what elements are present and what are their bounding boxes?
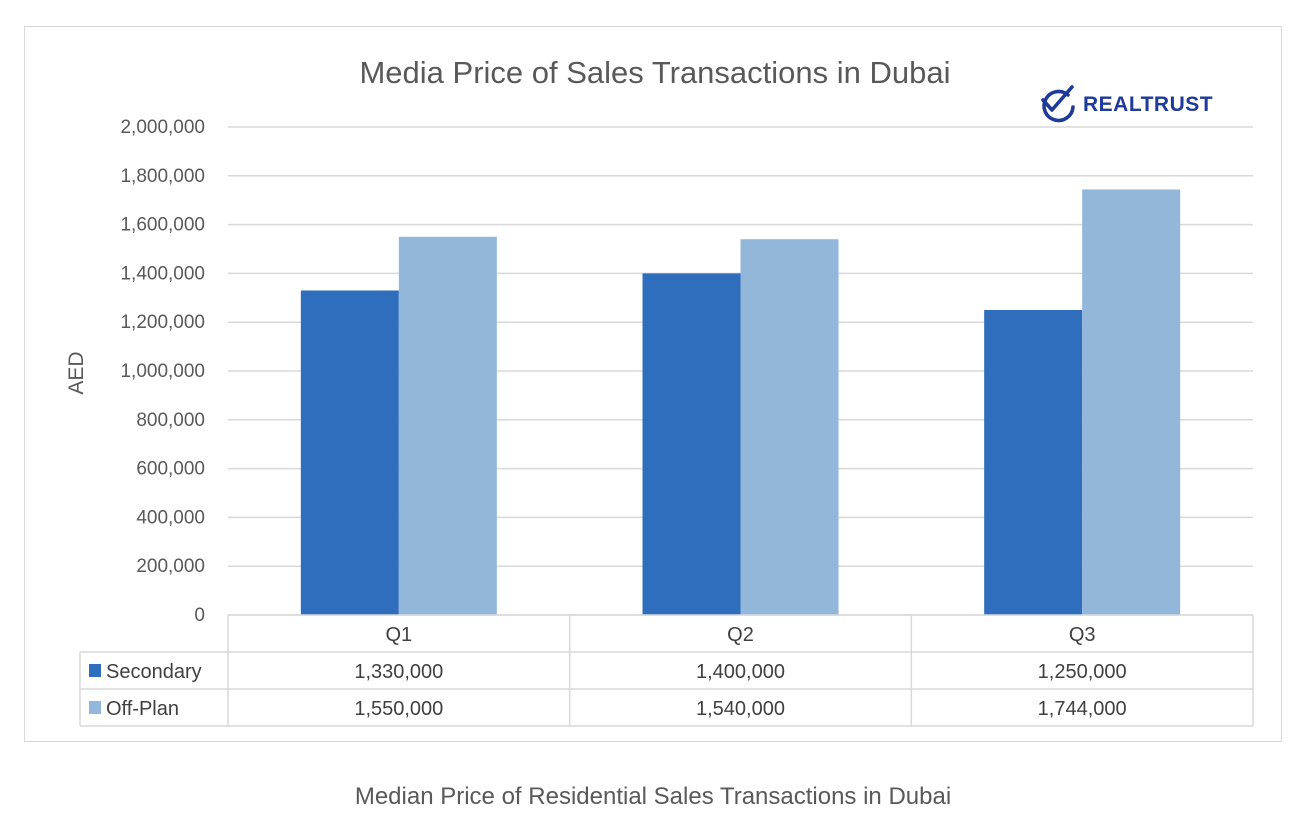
table-cell: 1,250,000: [1038, 661, 1127, 683]
table-cell: 1,744,000: [1038, 698, 1127, 720]
bar-secondary-q1: [300, 290, 399, 615]
legend-label: Off-Plan: [106, 698, 179, 720]
y-tick-label: 1,600,000: [120, 215, 205, 236]
table-cell: 1,550,000: [354, 698, 443, 720]
bar-secondary-q3: [984, 310, 1083, 615]
legend-swatch: [89, 664, 101, 677]
bars: [300, 189, 1181, 616]
chart-frame: Media Price of Sales Transactions in Dub…: [24, 26, 1282, 742]
figure-caption: Median Price of Residential Sales Transa…: [354, 783, 952, 810]
table-cell: 1,400,000: [696, 661, 785, 683]
chart-title: Media Price of Sales Transactions in Dub…: [359, 55, 950, 90]
y-tick-label: 1,000,000: [120, 361, 205, 382]
legend-label: Secondary: [106, 661, 202, 683]
bar-off-plan-q1: [398, 236, 497, 616]
y-tick-label: 400,000: [136, 507, 205, 528]
bar-chart: Media Price of Sales Transactions in Dub…: [65, 55, 1254, 727]
bar-off-plan-q3: [1082, 189, 1181, 616]
y-tick-label: 1,400,000: [120, 263, 205, 284]
y-tick-label: 0: [194, 605, 205, 626]
brand-name: REALTRUST: [1083, 93, 1213, 116]
y-axis-ticks: 0 200,000 400,000 600,000 800,000 1,000,000 1,…: [120, 117, 205, 626]
y-tick-label: 1,200,000: [120, 312, 205, 333]
bar-off-plan-q2: [740, 239, 839, 616]
y-tick-label: 1,800,000: [120, 166, 205, 187]
bar-secondary-q2: [642, 273, 741, 615]
y-axis-label: AED: [65, 351, 88, 394]
table-cell: 1,540,000: [696, 698, 785, 720]
y-tick-label: 600,000: [136, 459, 205, 480]
data-table: Q1 Q2 Q3 Secondary 1,330,000 1,400,000 1,250,0…: [79, 614, 1254, 727]
table-cell: 1,330,000: [354, 661, 443, 683]
y-tick-label: 200,000: [136, 556, 205, 577]
x-tick-label: Q3: [1069, 624, 1096, 646]
check-circle-icon: [1041, 85, 1075, 123]
y-tick-label: 800,000: [136, 410, 205, 431]
brand-logo: REALTRUST: [1041, 85, 1213, 123]
legend-swatch: [89, 701, 101, 714]
y-tick-label: 2,000,000: [120, 117, 205, 138]
x-tick-label: Q1: [385, 624, 412, 646]
x-tick-label: Q2: [727, 624, 754, 646]
